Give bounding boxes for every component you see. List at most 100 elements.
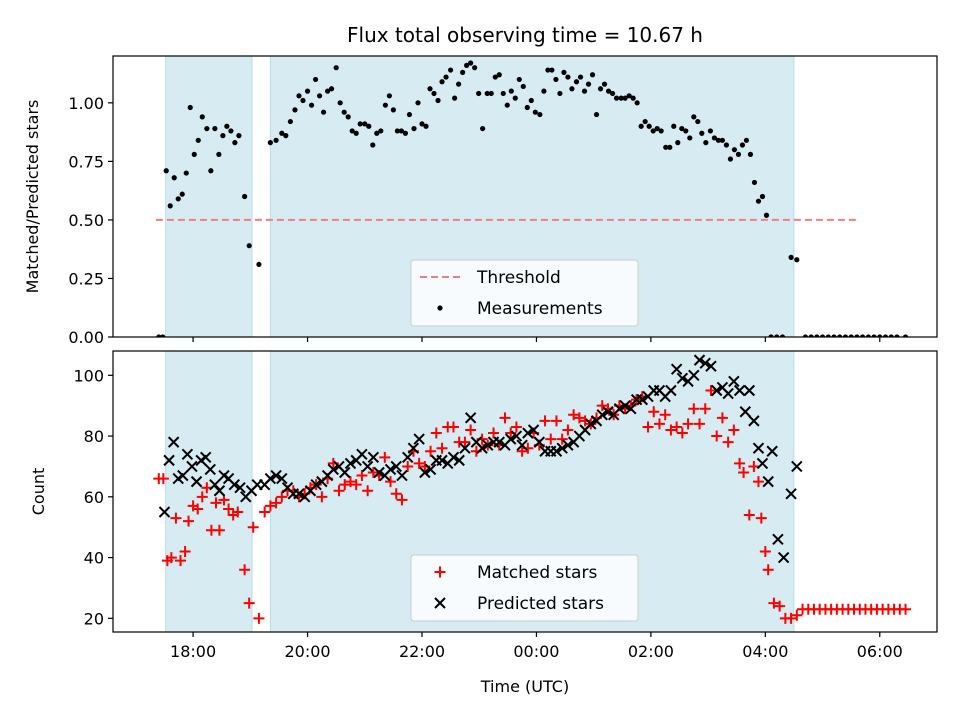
measurement-point (476, 90, 482, 97)
measurement-point (695, 118, 701, 125)
measurement-point (460, 69, 466, 75)
measurement-point (508, 88, 514, 94)
predicted-star-point (733, 384, 746, 397)
matched-star-point (510, 421, 522, 433)
matched-star-point (573, 412, 585, 424)
measurement-point (394, 128, 400, 134)
matched-star-point (170, 512, 182, 524)
matched-star-point (665, 424, 677, 436)
measurement-point (292, 107, 298, 113)
predicted-star-point (276, 472, 288, 485)
measurement-point (242, 193, 248, 200)
measurement-point (419, 121, 425, 127)
measurement-point (589, 72, 596, 78)
measurement-point (431, 90, 437, 97)
measurement-point (279, 130, 285, 136)
measurement-point (224, 123, 230, 129)
measurement-point (759, 193, 766, 200)
measurement-point (691, 114, 697, 120)
predicted-star-point (619, 399, 631, 412)
measurement-point (212, 125, 218, 132)
predicted-star-point (522, 427, 534, 439)
matched-star-point (425, 445, 437, 457)
predicted-star-point (785, 488, 797, 500)
predicted-star-point (766, 445, 778, 457)
predicted-star-point (533, 436, 546, 448)
matched-star-point (350, 479, 362, 491)
measurement-point (452, 95, 458, 101)
matched-star-point (385, 476, 397, 488)
measurement-point (585, 81, 592, 87)
predicted-star-point (791, 460, 803, 473)
y-tick-label: 100 (73, 366, 104, 385)
matched-star-point (247, 521, 259, 533)
x-tick-label: 20:00 (285, 642, 331, 661)
matched-star-point (232, 506, 244, 518)
predicted-star-point (396, 469, 408, 482)
matched-star-point (339, 479, 351, 491)
predicted-star-point (413, 433, 425, 445)
measurement-point (443, 74, 449, 80)
measurement-point (415, 100, 421, 106)
measurement-point (488, 90, 494, 97)
predicted-star-point (401, 451, 414, 464)
matched-star-point (333, 485, 345, 497)
measurement-point (512, 95, 518, 101)
predicted-star-point (167, 436, 180, 448)
matched-star-point (270, 497, 282, 509)
measurement-point (735, 151, 742, 157)
matched-star-point (413, 457, 425, 469)
matched-star-point (379, 451, 391, 463)
predicted-star-point (181, 448, 194, 460)
measurement-point (520, 83, 526, 90)
predicted-star-point (602, 406, 614, 418)
predicted-star-point (476, 442, 488, 454)
measurement-point (723, 142, 730, 148)
measurement-point (287, 118, 293, 125)
y-axis-label: Matched/Predicted stars (23, 100, 42, 294)
measurement-point (435, 97, 441, 104)
predicted-star-point (596, 409, 608, 421)
measurement-point (337, 100, 343, 106)
matched-star-point (743, 509, 755, 521)
matched-star-point (705, 384, 717, 396)
matched-star-point (459, 436, 471, 448)
matched-star-point (539, 415, 551, 427)
legend-label: Threshold (476, 268, 561, 288)
measurement-point (236, 133, 242, 139)
y-tick-label: 0.75 (68, 152, 104, 171)
measurement-point (642, 118, 648, 125)
measurement-point (324, 88, 331, 94)
predicted-star-point (688, 369, 700, 382)
matched-star-point (768, 597, 780, 609)
x-tick-label: 00:00 (513, 642, 559, 661)
measurement-point (671, 123, 677, 129)
measurement-point (658, 128, 664, 134)
measurement-point (860, 334, 866, 337)
measurement-point (814, 334, 820, 337)
measurement-point (362, 121, 368, 127)
predicted-star-point (344, 457, 357, 470)
data-marks (153, 354, 912, 624)
measurement-point (353, 130, 359, 136)
measurement-point (480, 125, 486, 132)
measurement-point (171, 175, 177, 181)
legend: Threshold Measurements (410, 259, 639, 327)
predicted-star-point (264, 472, 277, 485)
measurement-point (333, 65, 339, 71)
measurement-point (537, 111, 543, 118)
data-marks (155, 60, 909, 337)
matched-star-point (157, 473, 169, 485)
y-tick-label: 80 (84, 427, 104, 446)
measurement-point (283, 133, 289, 139)
measurement-point (747, 151, 754, 157)
measurement-point (848, 334, 854, 337)
predicted-star-point (728, 375, 740, 388)
matched-star-point (791, 609, 803, 621)
measurement-point (731, 147, 738, 153)
measurement-point (308, 102, 315, 108)
measurement-point (232, 140, 238, 146)
measurement-point (195, 137, 201, 143)
x-tick-label: 22:00 (399, 642, 445, 661)
